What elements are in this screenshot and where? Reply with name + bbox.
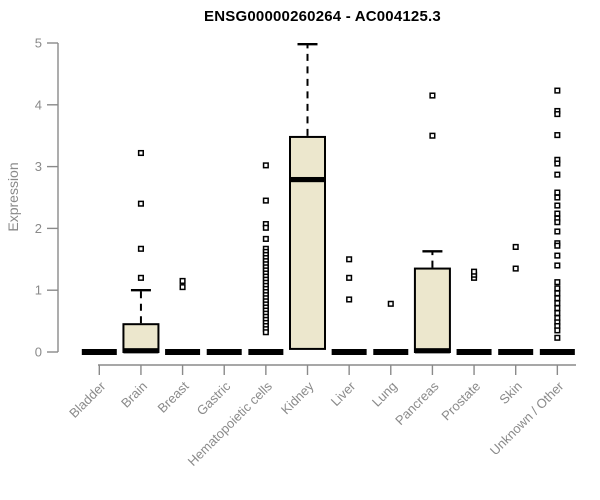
outlier-point	[137, 245, 144, 252]
outlier-point	[179, 277, 186, 284]
outlier-point	[554, 194, 561, 201]
outlier-point	[554, 279, 561, 286]
median-line	[81, 349, 117, 355]
x-tick-label-unknown-other: Unknown / Other	[487, 378, 567, 458]
chart-title: ENSG00000260264 - AC004125.3	[204, 8, 441, 25]
median-line	[373, 349, 409, 355]
boxplot-group-hematopoietic-cells	[248, 162, 284, 355]
outlier-point	[346, 296, 353, 303]
y-tick-label: 0	[35, 345, 42, 360]
x-tick-label-breast: Breast	[155, 378, 192, 415]
outlier-point	[387, 300, 394, 307]
outlier-point	[554, 262, 561, 269]
median-line	[331, 349, 367, 355]
outlier-point	[179, 284, 186, 291]
box-iqr	[413, 267, 451, 354]
outlier-point	[429, 132, 436, 139]
outlier-point	[554, 228, 561, 235]
outlier-point	[262, 235, 269, 242]
boxplot-group-lung	[373, 300, 409, 355]
boxplot-group-prostate	[456, 268, 492, 355]
box-iqr	[122, 323, 160, 354]
x-tick-label-lung: Lung	[369, 379, 400, 410]
median-line	[414, 348, 450, 354]
outlier-point	[554, 210, 561, 217]
outlier-point	[262, 162, 269, 169]
outlier-point	[512, 243, 519, 250]
outlier-point	[262, 224, 269, 231]
outlier-point	[346, 274, 353, 281]
median-line	[165, 349, 201, 355]
median-line	[539, 349, 575, 355]
outlier-point	[554, 300, 561, 307]
outlier-point	[554, 189, 561, 196]
outlier-point	[554, 171, 561, 178]
outlier-point	[554, 327, 561, 334]
boxplot-group-kidney	[289, 43, 326, 350]
boxplot-group-unknown-other	[539, 87, 575, 355]
outlier-point	[554, 242, 561, 249]
x-tick-label-gastric: Gastric	[194, 378, 234, 418]
boxplot-group-liver	[331, 256, 367, 355]
outlier-point	[554, 290, 561, 297]
outlier-point	[137, 200, 144, 207]
x-tick-label-liver: Liver	[328, 378, 359, 409]
x-tick-label-pancreas: Pancreas	[392, 378, 442, 428]
y-tick-label: 5	[35, 36, 42, 51]
x-tick-label-kidney: Kidney	[278, 378, 317, 417]
boxplot-group-bladder	[81, 349, 117, 355]
outlier-point	[554, 305, 561, 312]
median-line	[123, 348, 159, 354]
outlier-point	[262, 197, 269, 204]
outlier-point	[554, 310, 561, 317]
median-line	[498, 349, 534, 355]
y-tick-label: 2	[35, 221, 42, 236]
x-tick-label-bladder: Bladder	[66, 378, 109, 421]
outlier-point	[554, 334, 561, 341]
x-tick-label-skin: Skin	[496, 379, 524, 407]
median-line	[456, 349, 492, 355]
outlier-point	[554, 252, 561, 259]
outlier-point	[554, 160, 561, 167]
boxplot-group-gastric	[206, 349, 242, 355]
outlier-point	[554, 111, 561, 118]
outlier-point	[429, 92, 436, 99]
x-tick-label-brain: Brain	[118, 379, 150, 411]
outlier-point	[554, 295, 561, 302]
y-tick-label: 3	[35, 159, 42, 174]
outlier-point	[512, 265, 519, 272]
outlier-point	[471, 268, 478, 275]
outlier-point	[554, 219, 561, 226]
outlier-point	[346, 256, 353, 263]
outlier-point	[554, 285, 561, 292]
box-iqr	[289, 135, 326, 350]
median-line	[248, 349, 284, 355]
outlier-point	[137, 149, 144, 157]
boxplot-group-breast	[165, 277, 201, 355]
boxplot-group-brain	[122, 149, 160, 354]
y-tick-label: 1	[35, 283, 42, 298]
outlier-point	[554, 87, 561, 94]
x-tick-label-prostate: Prostate	[438, 379, 483, 424]
outlier-point	[554, 132, 561, 139]
outlier-point	[262, 329, 269, 336]
boxplot-group-skin	[498, 243, 534, 355]
outlier-point	[137, 274, 144, 281]
median-line	[206, 349, 242, 355]
outlier-point	[554, 202, 561, 209]
boxplot-group-pancreas	[413, 92, 451, 354]
median-line	[290, 176, 325, 183]
y-tick-label: 4	[35, 97, 42, 112]
